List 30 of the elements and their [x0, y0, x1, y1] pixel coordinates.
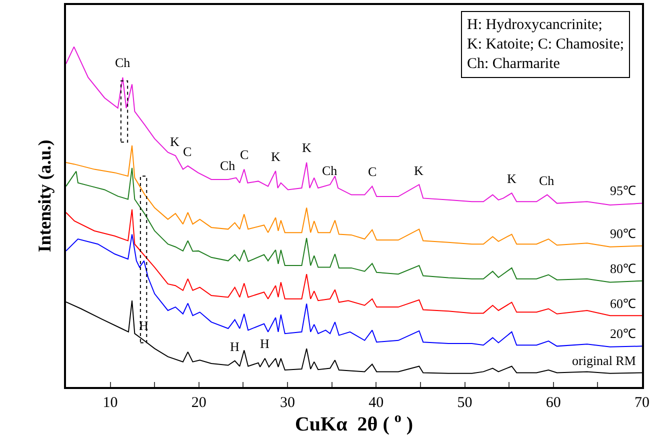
series-label: 80℃: [610, 261, 636, 276]
series-label: original RM: [572, 353, 636, 368]
annotation: K: [271, 149, 281, 164]
annotation: Ch: [322, 163, 338, 178]
annotation: Ch: [539, 173, 555, 188]
x-tick-label: 70: [634, 395, 650, 411]
annotation: K: [170, 134, 180, 149]
y-axis-title: Intensity (a.u.): [34, 140, 55, 252]
x-tick-label: 60: [546, 395, 561, 411]
series-label: 90℃: [610, 226, 636, 241]
annotation: C: [240, 147, 249, 162]
x-axis-title: CuKα 2θ ( $^{o}$ ): [294, 411, 414, 436]
series-label: 95℃: [610, 183, 636, 198]
x-tick-label: 20: [191, 395, 206, 411]
annotation: H: [260, 336, 270, 351]
x-tick-label: 10: [102, 395, 118, 411]
annotation: C: [368, 164, 377, 179]
series-label: 60℃: [610, 296, 636, 311]
annotation: Ch: [115, 55, 131, 70]
annotation: C: [183, 144, 192, 159]
annotation: K: [302, 140, 312, 155]
annotation: Ch: [220, 158, 236, 173]
annotation: H: [230, 339, 240, 354]
x-tick-label: 30: [280, 395, 296, 411]
annotation: H: Hydroxycancrinite; K: Katoite; C: Chamosite; Ch: Charmarite: [467, 17, 624, 72]
x-tick-label: 50: [457, 395, 472, 411]
series-label: 20℃: [610, 326, 636, 341]
x-tick-label: 40: [368, 395, 384, 411]
annotation: K: [507, 171, 517, 186]
annotation: K: [414, 163, 424, 178]
